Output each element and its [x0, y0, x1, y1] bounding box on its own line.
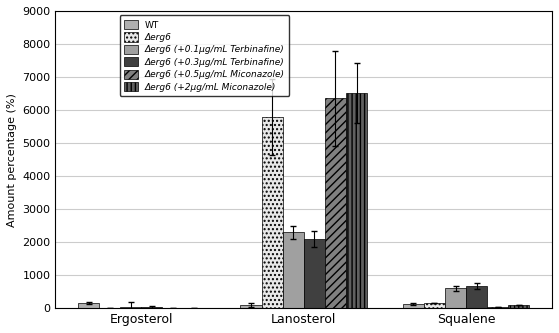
Bar — [240, 305, 262, 308]
Bar — [325, 99, 346, 308]
Bar — [78, 303, 99, 308]
Bar — [304, 239, 325, 308]
Bar — [508, 305, 529, 308]
Bar — [283, 232, 304, 308]
Bar — [346, 93, 367, 308]
Bar — [262, 117, 283, 308]
Legend: WT, Δerg6, Δerg6 (+0.1μg/mL Terbinafine), Δerg6 (+0.3μg/mL Terbinafine), Δerg6 (: WT, Δerg6, Δerg6 (+0.1μg/mL Terbinafine)… — [120, 15, 290, 96]
Bar — [120, 307, 141, 308]
Bar — [403, 304, 424, 308]
Y-axis label: Amount percentage (%): Amount percentage (%) — [7, 93, 17, 226]
Bar — [141, 307, 163, 308]
Bar — [424, 303, 445, 308]
Bar — [445, 288, 466, 308]
Bar — [466, 286, 487, 308]
Bar — [487, 307, 508, 308]
